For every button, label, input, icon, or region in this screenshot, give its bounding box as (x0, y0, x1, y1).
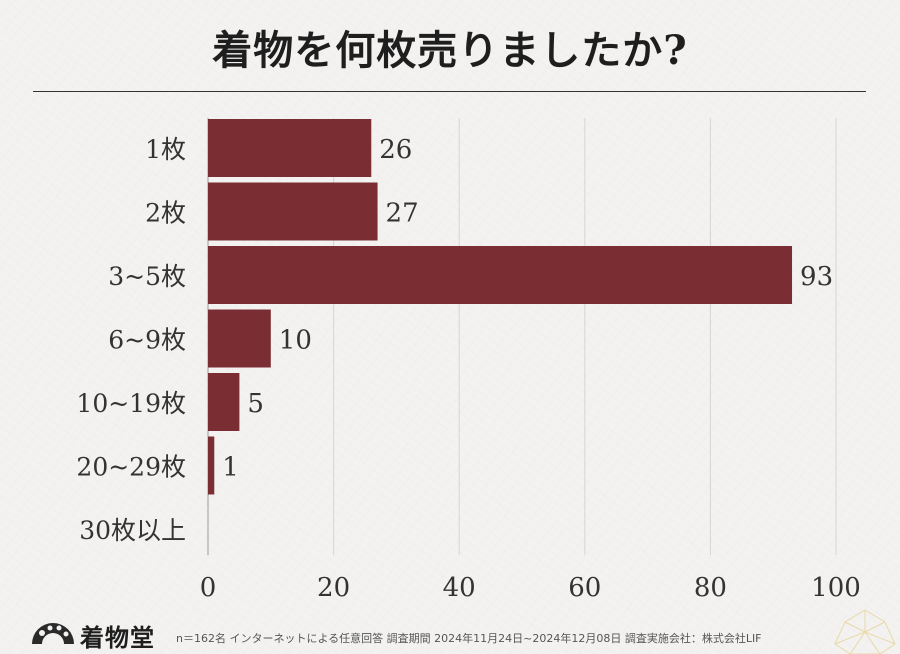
category-label: 6~9枚 (108, 326, 186, 355)
x-axis-ticks: 0 20 40 60 80 100 (200, 573, 861, 603)
category-label: 30枚以上 (79, 516, 186, 545)
bars (208, 119, 793, 495)
value-label: 93 (800, 262, 833, 292)
value-label: 10 (279, 326, 312, 356)
brand-name: 着物堂 (80, 623, 155, 652)
value-label: 5 (247, 389, 264, 419)
value-label: 26 (379, 135, 412, 165)
bar (208, 373, 240, 431)
bar (208, 246, 793, 304)
chart-title: 着物を何枚売りましたか? (212, 27, 688, 74)
category-label: 10~19枚 (76, 389, 186, 418)
category-label: 1枚 (145, 135, 186, 164)
x-tick-label: 40 (443, 573, 476, 603)
value-label: 27 (386, 199, 419, 229)
bar (208, 436, 215, 495)
x-tick-label: 100 (811, 573, 861, 603)
x-tick-label: 60 (568, 573, 601, 603)
asanoha-pattern-icon (834, 610, 896, 654)
bar (208, 119, 372, 177)
title-divider (33, 91, 866, 92)
category-label: 3~5枚 (108, 262, 186, 291)
bar (208, 309, 271, 368)
brand-logo: 着物堂 (30, 618, 170, 652)
x-tick-label: 0 (200, 573, 217, 603)
x-tick-label: 20 (317, 573, 350, 603)
bar (208, 182, 378, 241)
category-label: 20~29枚 (76, 453, 186, 482)
category-labels: 1枚 2枚 3~5枚 6~9枚 10~19枚 20~29枚 30枚以上 (76, 135, 186, 545)
category-label: 2枚 (145, 199, 186, 228)
value-labels: 26 27 93 10 5 1 (222, 135, 833, 483)
x-tick-label: 80 (694, 573, 727, 603)
survey-footnote: n＝162名 インターネットによる任意回答 調査期間 2024年11月24日~2… (176, 632, 762, 645)
value-label: 1 (222, 453, 239, 483)
fan-logo-icon (32, 623, 74, 644)
